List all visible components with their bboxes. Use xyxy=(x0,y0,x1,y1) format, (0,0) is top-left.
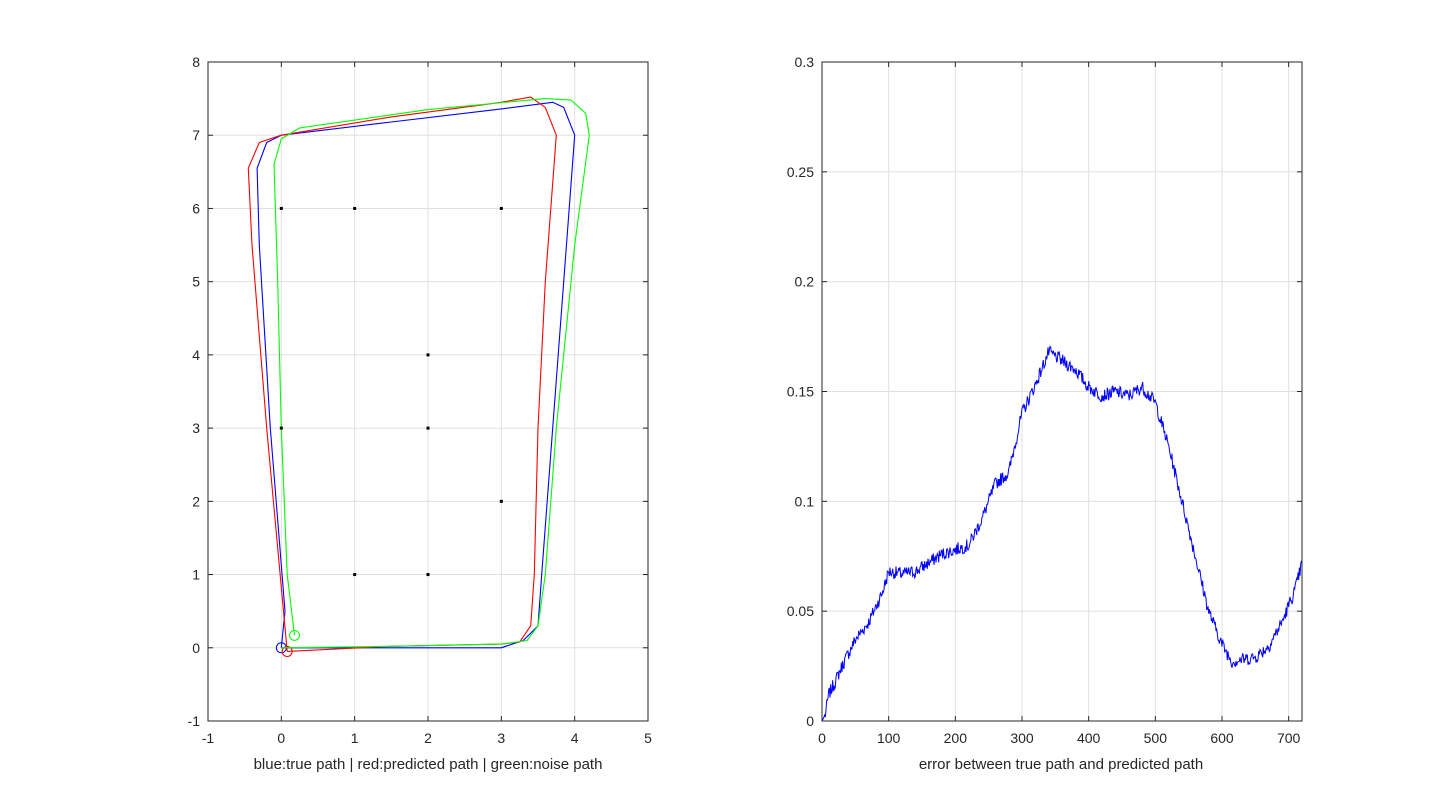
path-plot-xlabel: blue:true path | red:predicted path | gr… xyxy=(254,756,603,773)
error-plot-xlabel: error between true path and predicted pa… xyxy=(919,756,1203,773)
error-plot-ytick-label: 0.1 xyxy=(795,493,815,509)
error-plot-xtick-label: 0 xyxy=(818,730,826,746)
path-plot-ytick-label: 8 xyxy=(192,54,200,70)
path-plot-xtick-label: 0 xyxy=(277,730,285,746)
error-plot-xtick-label: 300 xyxy=(1010,730,1034,746)
landmark-point xyxy=(426,353,430,357)
path-plot-xtick-label: 2 xyxy=(424,730,432,746)
error-plot-xtick-label: 100 xyxy=(877,730,901,746)
path-plot-xtick-label: 5 xyxy=(644,730,652,746)
path-plot-ytick-label: 7 xyxy=(192,127,200,143)
path-plot-ytick-label: 2 xyxy=(192,493,200,509)
path-series-line-1 xyxy=(247,96,557,652)
error-plot-ytick-label: 0.25 xyxy=(787,164,814,180)
path-start-marker xyxy=(289,629,301,641)
error-plot: 0 100 200 300 400 500 600 700 0 0.05 0.1 0.15 0.2 0.2… xyxy=(787,54,1303,746)
landmark-point xyxy=(279,426,283,430)
path-plot-xtick-label: 1 xyxy=(351,730,359,746)
path-plot-ytick-label: -1 xyxy=(188,713,201,729)
path-plot-ytick-label: 0 xyxy=(192,640,200,656)
error-plot-grid xyxy=(821,61,1302,722)
path-plot-ytick-label: 6 xyxy=(192,200,200,216)
error-plot-ytick-label: 0 xyxy=(806,713,814,729)
landmark-point xyxy=(499,206,503,210)
path-series-line-2 xyxy=(273,98,590,649)
error-plot-xtick-label: 400 xyxy=(1077,730,1101,746)
path-plot-ytick-label: 1 xyxy=(192,567,200,583)
path-series-line-0 xyxy=(256,101,576,649)
path-start-marker xyxy=(281,645,293,657)
error-plot-ytick-label: 0.2 xyxy=(795,274,815,290)
error-plot-ytick-label: 0.3 xyxy=(795,54,815,70)
error-plot-xtick-label: 600 xyxy=(1210,730,1234,746)
error-series-line xyxy=(821,345,1303,722)
error-plot-ytick-label: 0.05 xyxy=(787,603,814,619)
landmark-point xyxy=(353,206,357,210)
landmark-point xyxy=(353,573,357,577)
landmark-point xyxy=(426,426,430,430)
error-plot-xtick-label: 200 xyxy=(944,730,968,746)
landmark-point xyxy=(499,499,503,503)
error-plot-ytick-label: 0.15 xyxy=(787,384,814,400)
path-plot-xtick-label: 4 xyxy=(571,730,579,746)
path-plot-ytick-label: 4 xyxy=(192,347,200,363)
path-plot-ytick-label: 5 xyxy=(192,274,200,290)
path-plot: -1 0 1 2 3 4 5 -1 0 1 2 3 4 5 6 7 8 xyxy=(188,54,653,746)
path-plot-xtick-label: 3 xyxy=(497,730,505,746)
path-plot-grid xyxy=(207,61,649,722)
error-plot-xtick-label: 500 xyxy=(1144,730,1168,746)
error-plot-xtick-label: 700 xyxy=(1277,730,1301,746)
path-plot-xtick-label: -1 xyxy=(202,730,215,746)
path-plot-ytick-label: 3 xyxy=(192,420,200,436)
landmark-point xyxy=(426,573,430,577)
landmark-point xyxy=(279,206,283,210)
